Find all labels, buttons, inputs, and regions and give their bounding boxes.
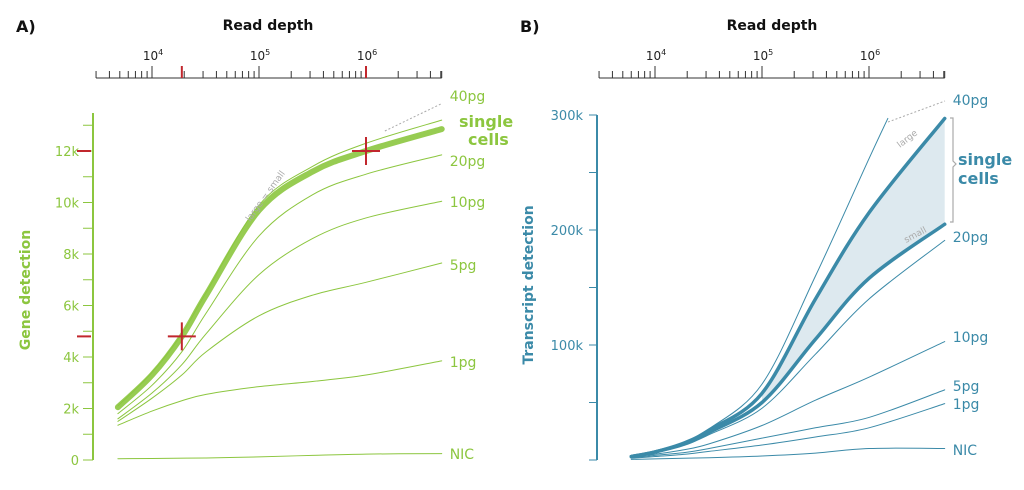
- series-line-small: [629, 222, 947, 459]
- single-cells-label: cells: [958, 169, 999, 188]
- series-line-NIC: [630, 447, 946, 460]
- panel-b-label: B): [520, 17, 540, 36]
- series-line-20pg: [117, 154, 443, 415]
- y-axis-tick-label: 4k: [63, 351, 79, 366]
- y-axis-tick-label: 12k: [55, 145, 80, 160]
- series-label: 20pg: [953, 230, 989, 246]
- top-axis-tick-label: 106: [860, 48, 880, 63]
- panel-a-label: A): [16, 17, 36, 36]
- y-axis-tick-label: 8k: [63, 248, 79, 263]
- leader-40pg: [887, 100, 946, 123]
- series-line-5pg: [117, 262, 443, 422]
- series-line-1pg: [117, 360, 443, 426]
- series-label: 10pg: [450, 195, 486, 211]
- series-line-single-cells: [114, 126, 445, 411]
- series-line-1pg: [630, 403, 946, 459]
- series-label: 5pg: [450, 258, 477, 274]
- series-line-10pg: [630, 341, 946, 458]
- single-cells-label: single: [459, 112, 513, 131]
- series-label: 5pg: [953, 379, 980, 395]
- panel-a-xlabel: Read depth: [223, 18, 314, 34]
- series-label: 1pg: [953, 397, 980, 413]
- series-label: 10pg: [953, 330, 989, 346]
- series-label: NIC: [953, 443, 978, 459]
- y-axis-tick-label: 6k: [63, 300, 79, 315]
- panel-a: 104 105 106 0 2k 4k 6k 8k 10k 12k Gene detection 40…: [18, 48, 513, 469]
- y-axis-tick-label: 0: [71, 454, 79, 469]
- y-axis-label: Transcript detection: [521, 205, 537, 364]
- single-cells-brace: [950, 117, 957, 223]
- y-axis-tick-label: 100k: [551, 339, 584, 354]
- top-axis-tick-label: 105: [753, 48, 773, 63]
- top-axis-tick-label: 104: [646, 48, 666, 63]
- series-label: 20pg: [450, 154, 486, 170]
- series-line-large: [629, 116, 947, 459]
- y-axis-label: Gene detection: [18, 230, 34, 350]
- series-label: NIC: [450, 447, 475, 463]
- series-label: 40pg: [450, 89, 486, 105]
- top-axis-tick-label: 105: [250, 48, 270, 63]
- series-line-10pg: [117, 200, 443, 420]
- series-label: 1pg: [450, 355, 477, 371]
- series-line-5pg: [630, 389, 946, 459]
- panel-b-xlabel: Read depth: [727, 18, 818, 34]
- highlight-crosshair: [167, 322, 196, 351]
- top-axis-tick-label: 104: [143, 48, 163, 63]
- highlight-crosshair: [352, 137, 380, 165]
- y-axis-tick-label: 200k: [551, 224, 584, 239]
- band-label-large: large: [896, 128, 920, 150]
- y-axis-tick-label: 300k: [551, 109, 584, 124]
- series-line-20pg: [630, 239, 946, 458]
- series-line-40pg: [117, 119, 443, 407]
- single-cell-band: [762, 118, 945, 403]
- top-axis-tick-label: 106: [357, 48, 377, 63]
- single-cells-label: single: [958, 150, 1012, 169]
- y-axis-tick-label: 10k: [55, 197, 80, 212]
- single-cells-label: cells: [468, 130, 509, 149]
- y-axis-tick-label: 2k: [63, 403, 79, 418]
- series-line-NIC: [117, 453, 443, 460]
- leader-40pg: [384, 103, 442, 132]
- panel-b: 104 105 106 100k 200k 300k Transcript detectio…: [521, 48, 1012, 461]
- series-label: 40pg: [953, 93, 989, 109]
